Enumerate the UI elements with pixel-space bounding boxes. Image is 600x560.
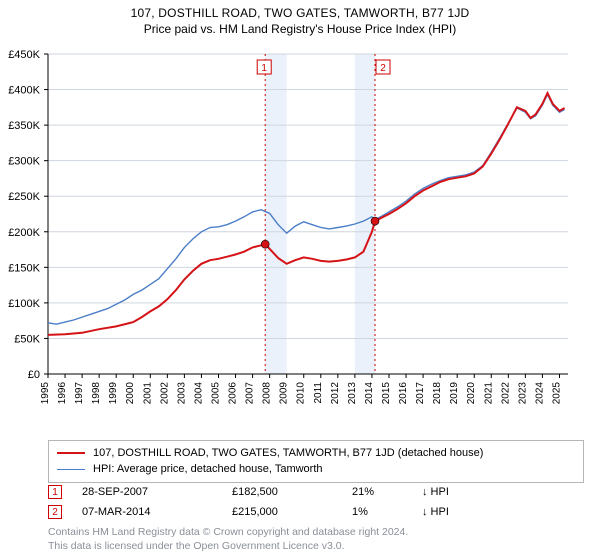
y-axis-label: £0: [28, 369, 40, 381]
annotation-number: 2: [380, 63, 386, 74]
annotation-pct: 1%: [352, 506, 422, 518]
x-axis-label: 2009: [279, 382, 290, 405]
x-axis-label: 1996: [57, 382, 68, 405]
annotation-marker: [371, 217, 379, 225]
annotation-price: £215,000: [232, 506, 352, 518]
attribution-text: Contains HM Land Registry data © Crown c…: [48, 526, 584, 553]
titles: 107, DOSTHILL ROAD, TWO GATES, TAMWORTH,…: [0, 0, 600, 36]
x-axis-label: 2022: [500, 382, 511, 405]
x-axis-label: 2005: [210, 382, 221, 405]
x-axis-label: 2008: [262, 382, 273, 405]
shaded-band: [265, 54, 286, 374]
annotation-table: 1 28-SEP-2007 £182,500 21% ↓ HPI 2 07-MA…: [48, 482, 584, 522]
x-axis-label: 1995: [40, 382, 51, 405]
y-axis-label: £350K: [8, 120, 40, 132]
x-axis-label: 2010: [296, 382, 307, 405]
x-axis-label: 1999: [108, 382, 119, 405]
x-axis-label: 2011: [313, 382, 324, 404]
chart-svg: £0£50K£100K£150K£200K£250K£300K£350K£400…: [48, 46, 584, 426]
x-axis-label: 2023: [517, 382, 528, 405]
y-axis-label: £400K: [8, 85, 40, 97]
legend-label: HPI: Average price, detached house, Tamw…: [93, 463, 323, 475]
x-axis-label: 2025: [551, 382, 562, 405]
x-axis-label: 2001: [142, 382, 153, 405]
table-row: 1 28-SEP-2007 £182,500 21% ↓ HPI: [48, 482, 584, 502]
shaded-band: [355, 54, 375, 374]
annotation-badge: 2: [48, 505, 62, 519]
annotation-date: 07-MAR-2014: [82, 506, 232, 518]
annotation-price: £182,500: [232, 486, 352, 498]
series-price-paid: [48, 93, 565, 335]
x-axis-label: 2013: [347, 382, 358, 405]
y-axis-label: £150K: [8, 262, 40, 274]
legend-swatch-red: [57, 452, 85, 454]
x-axis-label: 2018: [432, 382, 443, 405]
y-axis-label: £200K: [8, 227, 40, 239]
y-axis-label: £450K: [8, 49, 40, 61]
annotation-number: 1: [261, 63, 267, 74]
legend-box: 107, DOSTHILL ROAD, TWO GATES, TAMWORTH,…: [48, 440, 584, 483]
x-axis-label: 2014: [364, 382, 375, 405]
figure-container: 107, DOSTHILL ROAD, TWO GATES, TAMWORTH,…: [0, 0, 600, 560]
annotation-direction: ↓ HPI: [422, 486, 472, 498]
x-axis-label: 1997: [74, 382, 85, 405]
x-axis-label: 2016: [398, 382, 409, 405]
x-axis-label: 1998: [91, 382, 102, 405]
annotation-date: 28-SEP-2007: [82, 486, 232, 498]
x-axis-label: 2024: [534, 382, 545, 405]
y-axis-label: £250K: [8, 191, 40, 203]
x-axis-label: 2003: [176, 382, 187, 405]
chart-area: £0£50K£100K£150K£200K£250K£300K£350K£400…: [48, 46, 584, 406]
x-axis-label: 2012: [330, 382, 341, 405]
legend-label: 107, DOSTHILL ROAD, TWO GATES, TAMWORTH,…: [93, 447, 483, 459]
legend-row: 107, DOSTHILL ROAD, TWO GATES, TAMWORTH,…: [57, 445, 575, 461]
x-axis-label: 2017: [415, 382, 426, 405]
x-axis-label: 2020: [466, 382, 477, 405]
x-axis-label: 2007: [245, 382, 256, 405]
x-axis-label: 2002: [159, 382, 170, 405]
title-subtitle: Price paid vs. HM Land Registry's House …: [0, 22, 600, 36]
title-address: 107, DOSTHILL ROAD, TWO GATES, TAMWORTH,…: [0, 6, 600, 20]
attribution-line: This data is licensed under the Open Gov…: [48, 540, 584, 554]
annotation-pct: 21%: [352, 486, 422, 498]
x-axis-label: 2021: [483, 382, 494, 405]
x-axis-label: 2004: [193, 382, 204, 405]
y-axis-label: £300K: [8, 156, 40, 168]
x-axis-label: 2019: [449, 382, 460, 405]
y-axis-label: £50K: [14, 333, 40, 345]
legend-row: HPI: Average price, detached house, Tamw…: [57, 461, 575, 477]
x-axis-label: 2015: [381, 382, 392, 405]
x-axis-label: 2000: [125, 382, 136, 405]
attribution-line: Contains HM Land Registry data © Crown c…: [48, 526, 584, 540]
x-axis-label: 2006: [228, 382, 239, 405]
table-row: 2 07-MAR-2014 £215,000 1% ↓ HPI: [48, 502, 584, 522]
series-hpi: [48, 95, 565, 325]
y-axis-label: £100K: [8, 298, 40, 310]
annotation-marker: [261, 240, 269, 248]
annotation-direction: ↓ HPI: [422, 506, 472, 518]
legend-swatch-blue: [57, 469, 85, 470]
annotation-badge: 1: [48, 485, 62, 499]
